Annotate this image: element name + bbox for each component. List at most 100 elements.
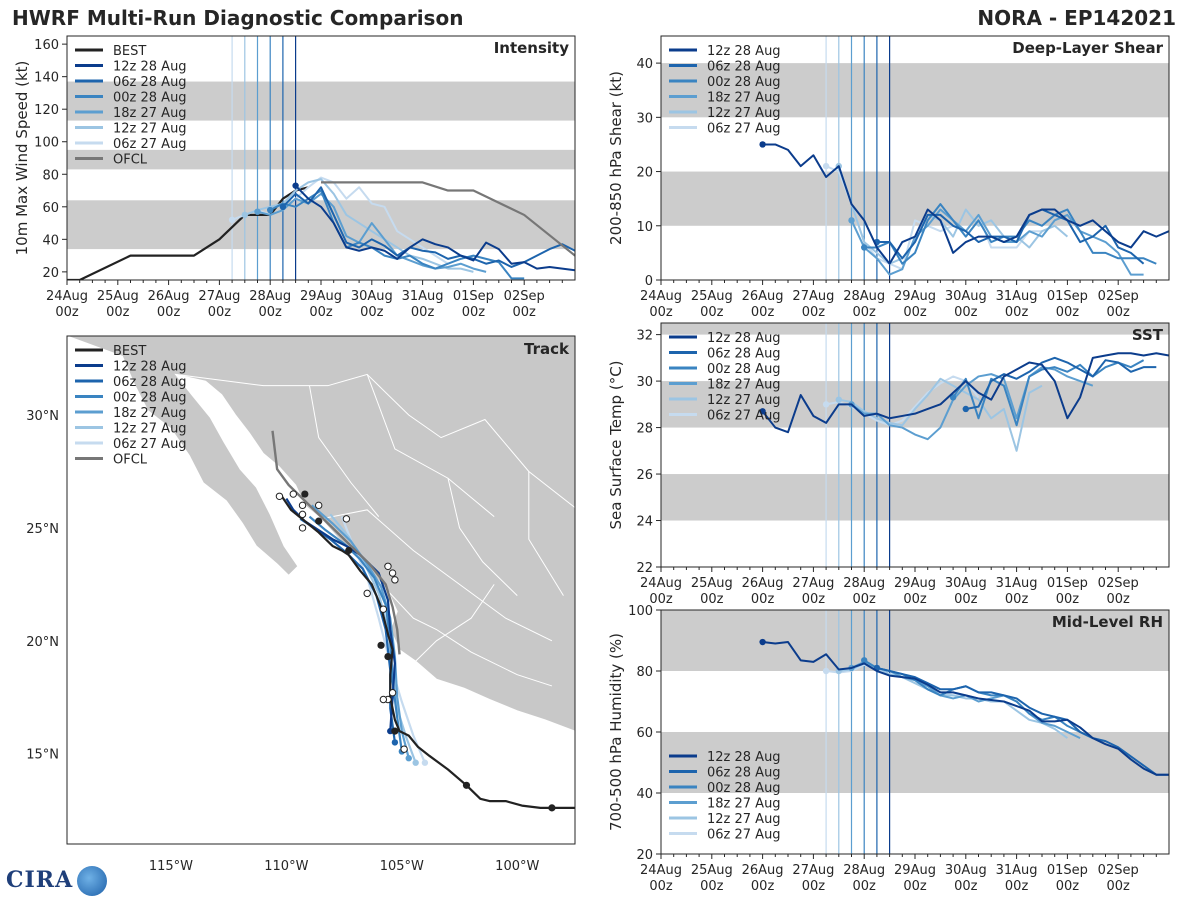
series-line (838, 377, 1043, 452)
series-start-point (861, 657, 868, 664)
axes-frame (660, 609, 1170, 855)
x-tick-label: 00z (903, 305, 927, 320)
best-track-point (462, 781, 471, 789)
legend-label: OFCL (113, 453, 148, 468)
series-line (761, 352, 1169, 434)
legend-label: 12z 28 Aug (707, 750, 781, 765)
x-tick-label: 27Aug (198, 289, 240, 304)
series-start-point (254, 208, 261, 215)
series-line (876, 666, 1169, 776)
x-tick-label: 02Sep (504, 289, 545, 304)
axes-frame (660, 35, 1170, 281)
shaded-band (661, 171, 1169, 226)
forecast-track-start (391, 739, 399, 746)
series-start-point (292, 182, 299, 189)
x-tick-label: 24Aug (640, 289, 682, 304)
x-tick-label: 00z (106, 305, 130, 320)
x-tick-label: 28Aug (843, 863, 885, 878)
x-tick-label: 00z (1107, 305, 1131, 320)
best-track-point (548, 804, 556, 812)
storm-id: NORA - EP142021 (977, 6, 1176, 30)
x-tick-label: 00z (700, 592, 724, 607)
series-start-point (241, 211, 248, 219)
x-tick-label: 29Aug (894, 863, 936, 878)
x-tick-label: 30Aug (945, 863, 987, 878)
forecast-track-start (405, 755, 412, 762)
legend-label: 12z 27 Aug (707, 393, 781, 408)
y-tick-label: 20°N (26, 635, 59, 650)
track-open-point (400, 745, 408, 753)
x-tick-label: 00z (55, 305, 79, 320)
x-tick-label: 00z (802, 592, 826, 607)
panel-title: Deep-Layer Shear (1012, 39, 1163, 57)
track-open-point (384, 562, 392, 570)
x-tick-label: 00z (309, 305, 333, 320)
y-tick-label: 22 (636, 561, 653, 576)
y-tick-label: 80 (42, 168, 59, 183)
x-tick-label: 25Aug (691, 863, 733, 878)
series-line (294, 184, 575, 272)
y-tick-label: 20 (636, 848, 653, 863)
y-tick-label: 32 (636, 329, 653, 344)
series-start-point (822, 667, 830, 675)
series-start-point (848, 217, 855, 224)
x-tick-label: 31Aug (996, 289, 1038, 304)
x-tick-label: 29Aug (894, 289, 936, 304)
x-tick-label: 26Aug (742, 863, 784, 878)
x-tick-label: 00z (700, 305, 724, 320)
x-tick-label: 26Aug (742, 576, 784, 591)
x-tick-label: 24Aug (46, 289, 88, 304)
shaded-band (661, 610, 1169, 671)
state-border (320, 509, 553, 642)
x-tick-label: 00z (903, 592, 927, 607)
best-track-point (384, 653, 392, 661)
legend-label: BEST (113, 44, 146, 59)
track-open-point (298, 510, 307, 519)
legend-label: 06z 27 Aug (707, 122, 781, 137)
track-open-point (379, 695, 388, 704)
y-tick-label: 100 (34, 136, 59, 151)
series-start-point (962, 405, 969, 413)
y-tick-label: 10 (636, 220, 653, 235)
x-tick-label: 01Sep (453, 289, 494, 304)
x-tick-label: 24Aug (640, 863, 682, 878)
x-tick-label: 00z (751, 305, 775, 320)
x-tick-label: 01Sep (1047, 576, 1088, 591)
x-tick-label: 00z (802, 879, 826, 894)
series-line (952, 359, 1145, 427)
legend-label: 06z 27 Aug (707, 828, 781, 843)
x-tick-label: 27Aug (792, 863, 834, 878)
series-start-point (267, 206, 274, 214)
series-start-point (822, 401, 830, 408)
series-line (838, 662, 1068, 739)
x-tick-label: 110°W (264, 859, 308, 874)
panel-title: SST (1132, 326, 1164, 344)
y-axis-label: Sea Surface Temp (°C) (607, 360, 625, 529)
shaded-band (67, 200, 575, 250)
shaded-band (661, 381, 1169, 428)
x-tick-label: 00z (1005, 305, 1029, 320)
x-tick-label: 01Sep (1047, 863, 1088, 878)
series-start-point (822, 162, 830, 170)
panel-title: Mid-Level RH (1052, 613, 1163, 631)
y-tick-label: 28 (636, 422, 653, 437)
y-tick-label: 30 (636, 375, 653, 390)
legend-label: 00z 28 Aug (113, 91, 187, 106)
x-tick-label: 28Aug (843, 289, 885, 304)
y-tick-label: 30 (636, 111, 653, 126)
track-open-point (298, 524, 307, 532)
series-start-point (759, 141, 766, 148)
legend-label: 18z 27 Aug (113, 406, 187, 421)
x-tick-label: 00z (649, 305, 673, 320)
best-track-point (345, 546, 353, 555)
track-open-point (0, 0, 3, 3)
track-open-point (0, 0, 3, 3)
y-tick-label: 160 (34, 38, 59, 53)
x-tick-label: 00z (853, 879, 877, 894)
y-axis-label: 200-850 hPa Shear (kt) (607, 71, 625, 245)
legend-label: 12z 28 Aug (707, 44, 781, 59)
shaded-band (661, 63, 1169, 118)
x-tick-label: 25Aug (97, 289, 139, 304)
panel-shear: 01020304024Aug00z25Aug00z26Aug00z27Aug00… (607, 35, 1170, 320)
x-tick-label: 01Sep (1047, 289, 1088, 304)
